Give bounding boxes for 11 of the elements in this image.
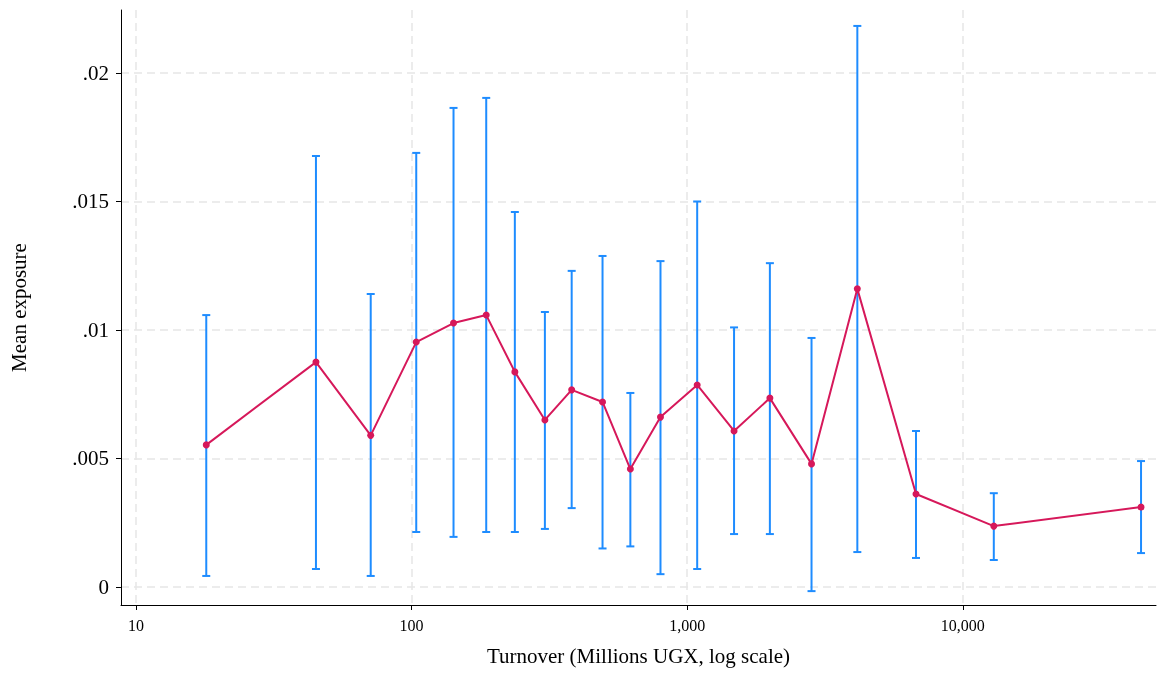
- x-tick-label: 100: [399, 616, 424, 634]
- y-axis-title: Mean exposure: [6, 243, 31, 372]
- y-tick-label: .005: [72, 446, 109, 471]
- y-tick-label: .02: [82, 60, 109, 85]
- x-tick-label: 10: [127, 616, 144, 634]
- x-tick-label: 10,000: [940, 616, 985, 634]
- y-tick-label: .01: [82, 317, 109, 342]
- x-axis-title: Turnover (Millions UGX, log scale): [486, 643, 791, 668]
- y-tick-label: 0: [98, 575, 109, 600]
- y-tick-label: .015: [72, 189, 109, 214]
- x-tick-label: 1,000: [669, 616, 706, 634]
